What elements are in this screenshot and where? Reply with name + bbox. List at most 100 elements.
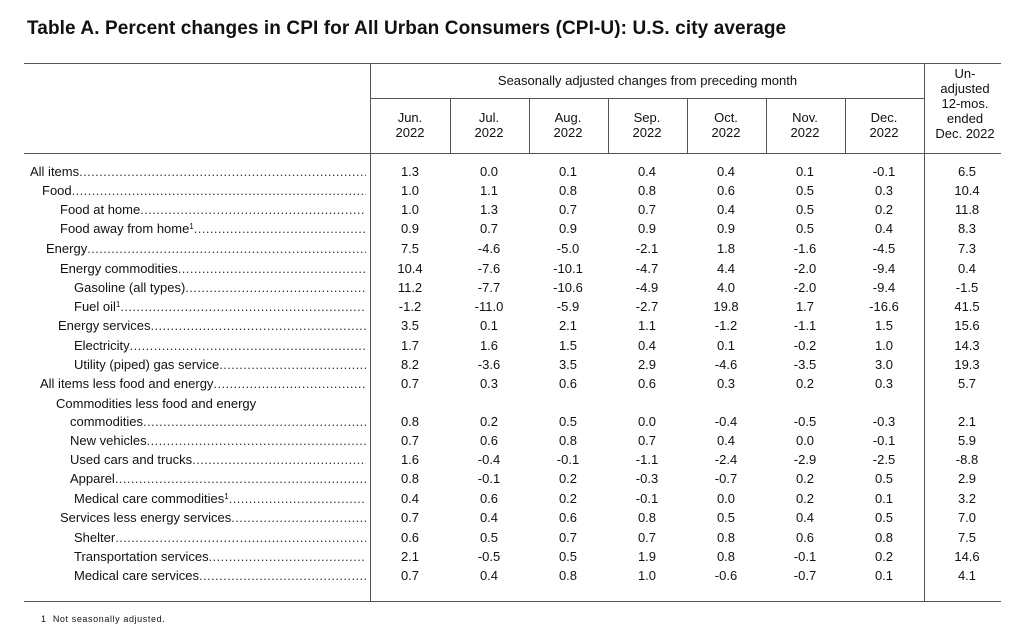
value-cell: 1.1 (637, 318, 657, 333)
value-cell: -2.7 (635, 299, 659, 314)
value-cell: -9.4 (872, 261, 896, 276)
value-cell: -0.3 (872, 414, 896, 429)
value-cell: 0.9 (400, 221, 420, 236)
leader-dots: ........................................… (115, 530, 366, 545)
value-cell: -4.5 (872, 241, 896, 256)
value-cell: 0.4 (957, 261, 977, 276)
row-label-text: Food (42, 183, 72, 198)
value-cell: 0.1 (479, 318, 499, 333)
value-cell: 0.4 (479, 510, 499, 525)
value-cell: 0.8 (716, 549, 736, 564)
value-cell: 4.1 (957, 568, 977, 583)
value-cell: -0.7 (714, 471, 738, 486)
value-cell: 14.3 (954, 338, 980, 353)
month-label: Aug. (554, 110, 582, 125)
col-divider (766, 98, 767, 154)
value-cell: -0.1 (872, 433, 896, 448)
value-cell: -0.1 (556, 452, 580, 467)
value-cell: -9.4 (872, 280, 896, 295)
value-cell: -2.9 (793, 452, 817, 467)
value-cell: 4.4 (716, 261, 736, 276)
value-cell: 0.4 (716, 202, 736, 217)
row-label: Food at home............................… (60, 201, 366, 218)
value-cell: 0.5 (479, 530, 499, 545)
value-cell: 0.0 (637, 414, 657, 429)
value-cell: -1.1 (635, 452, 659, 467)
row-label: Food....................................… (42, 182, 366, 199)
row-label: Gasoline (all types)....................… (74, 279, 366, 296)
row-label-continued: commodities.............................… (70, 413, 366, 430)
row-label-text: Energy commodities (60, 261, 178, 276)
row-label: Food away from home1....................… (60, 220, 366, 237)
row-label-text: Medical care commodities (74, 491, 225, 506)
table-row: New vehicles............................… (0, 432, 1024, 451)
month-header: Aug. 2022 (530, 110, 606, 140)
value-cell: 4.0 (716, 280, 736, 295)
value-cell: 0.5 (874, 471, 894, 486)
value-cell: 0.5 (558, 549, 578, 564)
value-cell: -4.9 (635, 280, 659, 295)
row-label-text: Services less energy services (60, 510, 232, 525)
value-cell: 0.6 (716, 183, 736, 198)
value-cell: 1.3 (400, 164, 420, 179)
value-cell: 1.6 (400, 452, 420, 467)
value-cell: -0.1 (477, 471, 501, 486)
table-row: Energy..................................… (0, 240, 1024, 259)
value-cell: -0.7 (793, 568, 817, 583)
value-cell: -0.1 (635, 491, 659, 506)
value-cell: 0.8 (558, 568, 578, 583)
month-header: Sep. 2022 (609, 110, 685, 140)
footnote: 1 Not seasonally adjusted. (41, 614, 165, 624)
value-cell: -0.3 (635, 471, 659, 486)
value-cell: 15.6 (954, 318, 980, 333)
month-label: Oct. (714, 110, 738, 125)
value-cell: 0.5 (795, 221, 815, 236)
value-cell: -3.6 (477, 357, 501, 372)
value-cell: 0.2 (479, 414, 499, 429)
value-cell: 0.0 (795, 433, 815, 448)
table-row: Fuel oil1...............................… (0, 298, 1024, 317)
value-cell: 1.6 (479, 338, 499, 353)
value-cell: 11.2 (397, 280, 423, 295)
value-cell: 0.6 (637, 376, 657, 391)
month-header: Nov. 2022 (767, 110, 843, 140)
value-cell: 11.8 (954, 202, 980, 217)
month-label: Jul. (478, 110, 500, 125)
footnote-ref: 1 (224, 492, 229, 501)
value-cell: 7.5 (400, 241, 420, 256)
unadjusted-line: 12-mos. (941, 96, 989, 111)
value-cell: 1.5 (874, 318, 894, 333)
table-row: Medical care commodities1...............… (0, 490, 1024, 509)
value-cell: 0.7 (400, 568, 420, 583)
value-cell: 0.2 (795, 491, 815, 506)
month-label: Dec. (870, 110, 898, 125)
value-cell: 19.8 (713, 299, 739, 314)
value-cell: 0.6 (400, 530, 420, 545)
bottom-rule (24, 601, 1001, 602)
leader-dots: ........................................… (150, 318, 366, 333)
value-cell: 0.4 (637, 338, 657, 353)
row-label-text: All items less food and energy (40, 376, 214, 391)
top-rule (24, 63, 1001, 64)
value-cell: 0.7 (400, 510, 420, 525)
row-label: Energy..................................… (46, 240, 366, 257)
table-row: Utility (piped) gas service.............… (0, 356, 1024, 375)
table-row: Transportation services.................… (0, 548, 1024, 567)
value-cell: 6.5 (957, 164, 977, 179)
value-cell: -2.5 (872, 452, 896, 467)
value-cell: -4.7 (635, 261, 659, 276)
year-label: 2022 (474, 125, 504, 140)
row-label-text: Food away from home (60, 221, 190, 236)
value-cell: 3.5 (558, 357, 578, 372)
table-row: Medical care services...................… (0, 567, 1024, 586)
row-label-text: Used cars and trucks (70, 452, 193, 467)
leader-dots: ........................................… (120, 299, 366, 314)
value-cell: 7.0 (957, 510, 977, 525)
value-cell: 0.7 (637, 202, 657, 217)
month-label: Sep. (633, 110, 661, 125)
value-cell: -7.6 (477, 261, 501, 276)
value-cell: 7.3 (957, 241, 977, 256)
footnote-ref: 1 (189, 222, 194, 231)
leader-dots: ........................................… (146, 433, 366, 448)
value-cell: 0.7 (479, 221, 499, 236)
